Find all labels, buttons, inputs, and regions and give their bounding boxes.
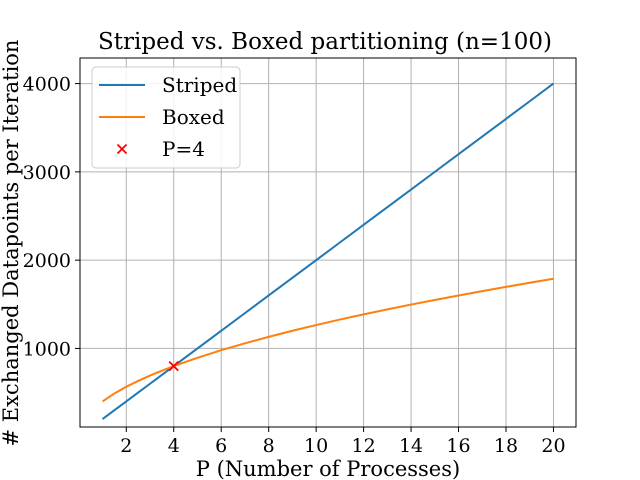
- grid-lines: [80, 58, 576, 427]
- legend-label-p4: P=4: [162, 137, 205, 161]
- x-tick-label: 6: [215, 435, 227, 457]
- series-layer: [101, 82, 555, 420]
- series-line-boxed: [101, 277, 554, 403]
- x-tick-label: 4: [168, 435, 180, 457]
- legend-label-boxed: Boxed: [162, 105, 225, 129]
- chart-title: Striped vs. Boxed partitioning (n=100): [98, 29, 552, 55]
- y-tick-label: 2000: [23, 250, 71, 272]
- legend-x-icon: [116, 143, 128, 155]
- x-tick-label: 18: [494, 435, 518, 457]
- y-tick-label: 3000: [23, 162, 71, 184]
- x-axis-label: P (Number of Processes): [196, 457, 460, 480]
- tick-layer: 2 4 6 8 10 12 14 16 18 20 1000 2000 3000 4000: [23, 74, 566, 457]
- legend-marker-x: [116, 143, 128, 155]
- x-tick-label: 12: [352, 435, 376, 457]
- y-tick-label: 4000: [23, 74, 71, 96]
- legend-label-striped: Striped: [162, 73, 237, 97]
- legend-box: [91, 66, 241, 169]
- x-tick-label: 14: [399, 435, 423, 457]
- legend: Striped Boxed P=4: [91, 66, 241, 169]
- marker-p4: [168, 360, 179, 372]
- x-tick-label: 2: [120, 435, 132, 457]
- x-tick-label: 8: [263, 435, 275, 457]
- x-tick-label: 16: [446, 435, 470, 457]
- x-tick-label: 10: [304, 435, 328, 457]
- plot-frame: [79, 57, 577, 428]
- series-line-striped: [101, 82, 555, 420]
- y-tick-label: 1000: [23, 338, 71, 360]
- y-axis-label: # Exchanged Datapoints per Iteration: [0, 40, 23, 447]
- x-tick-label: 20: [541, 435, 565, 457]
